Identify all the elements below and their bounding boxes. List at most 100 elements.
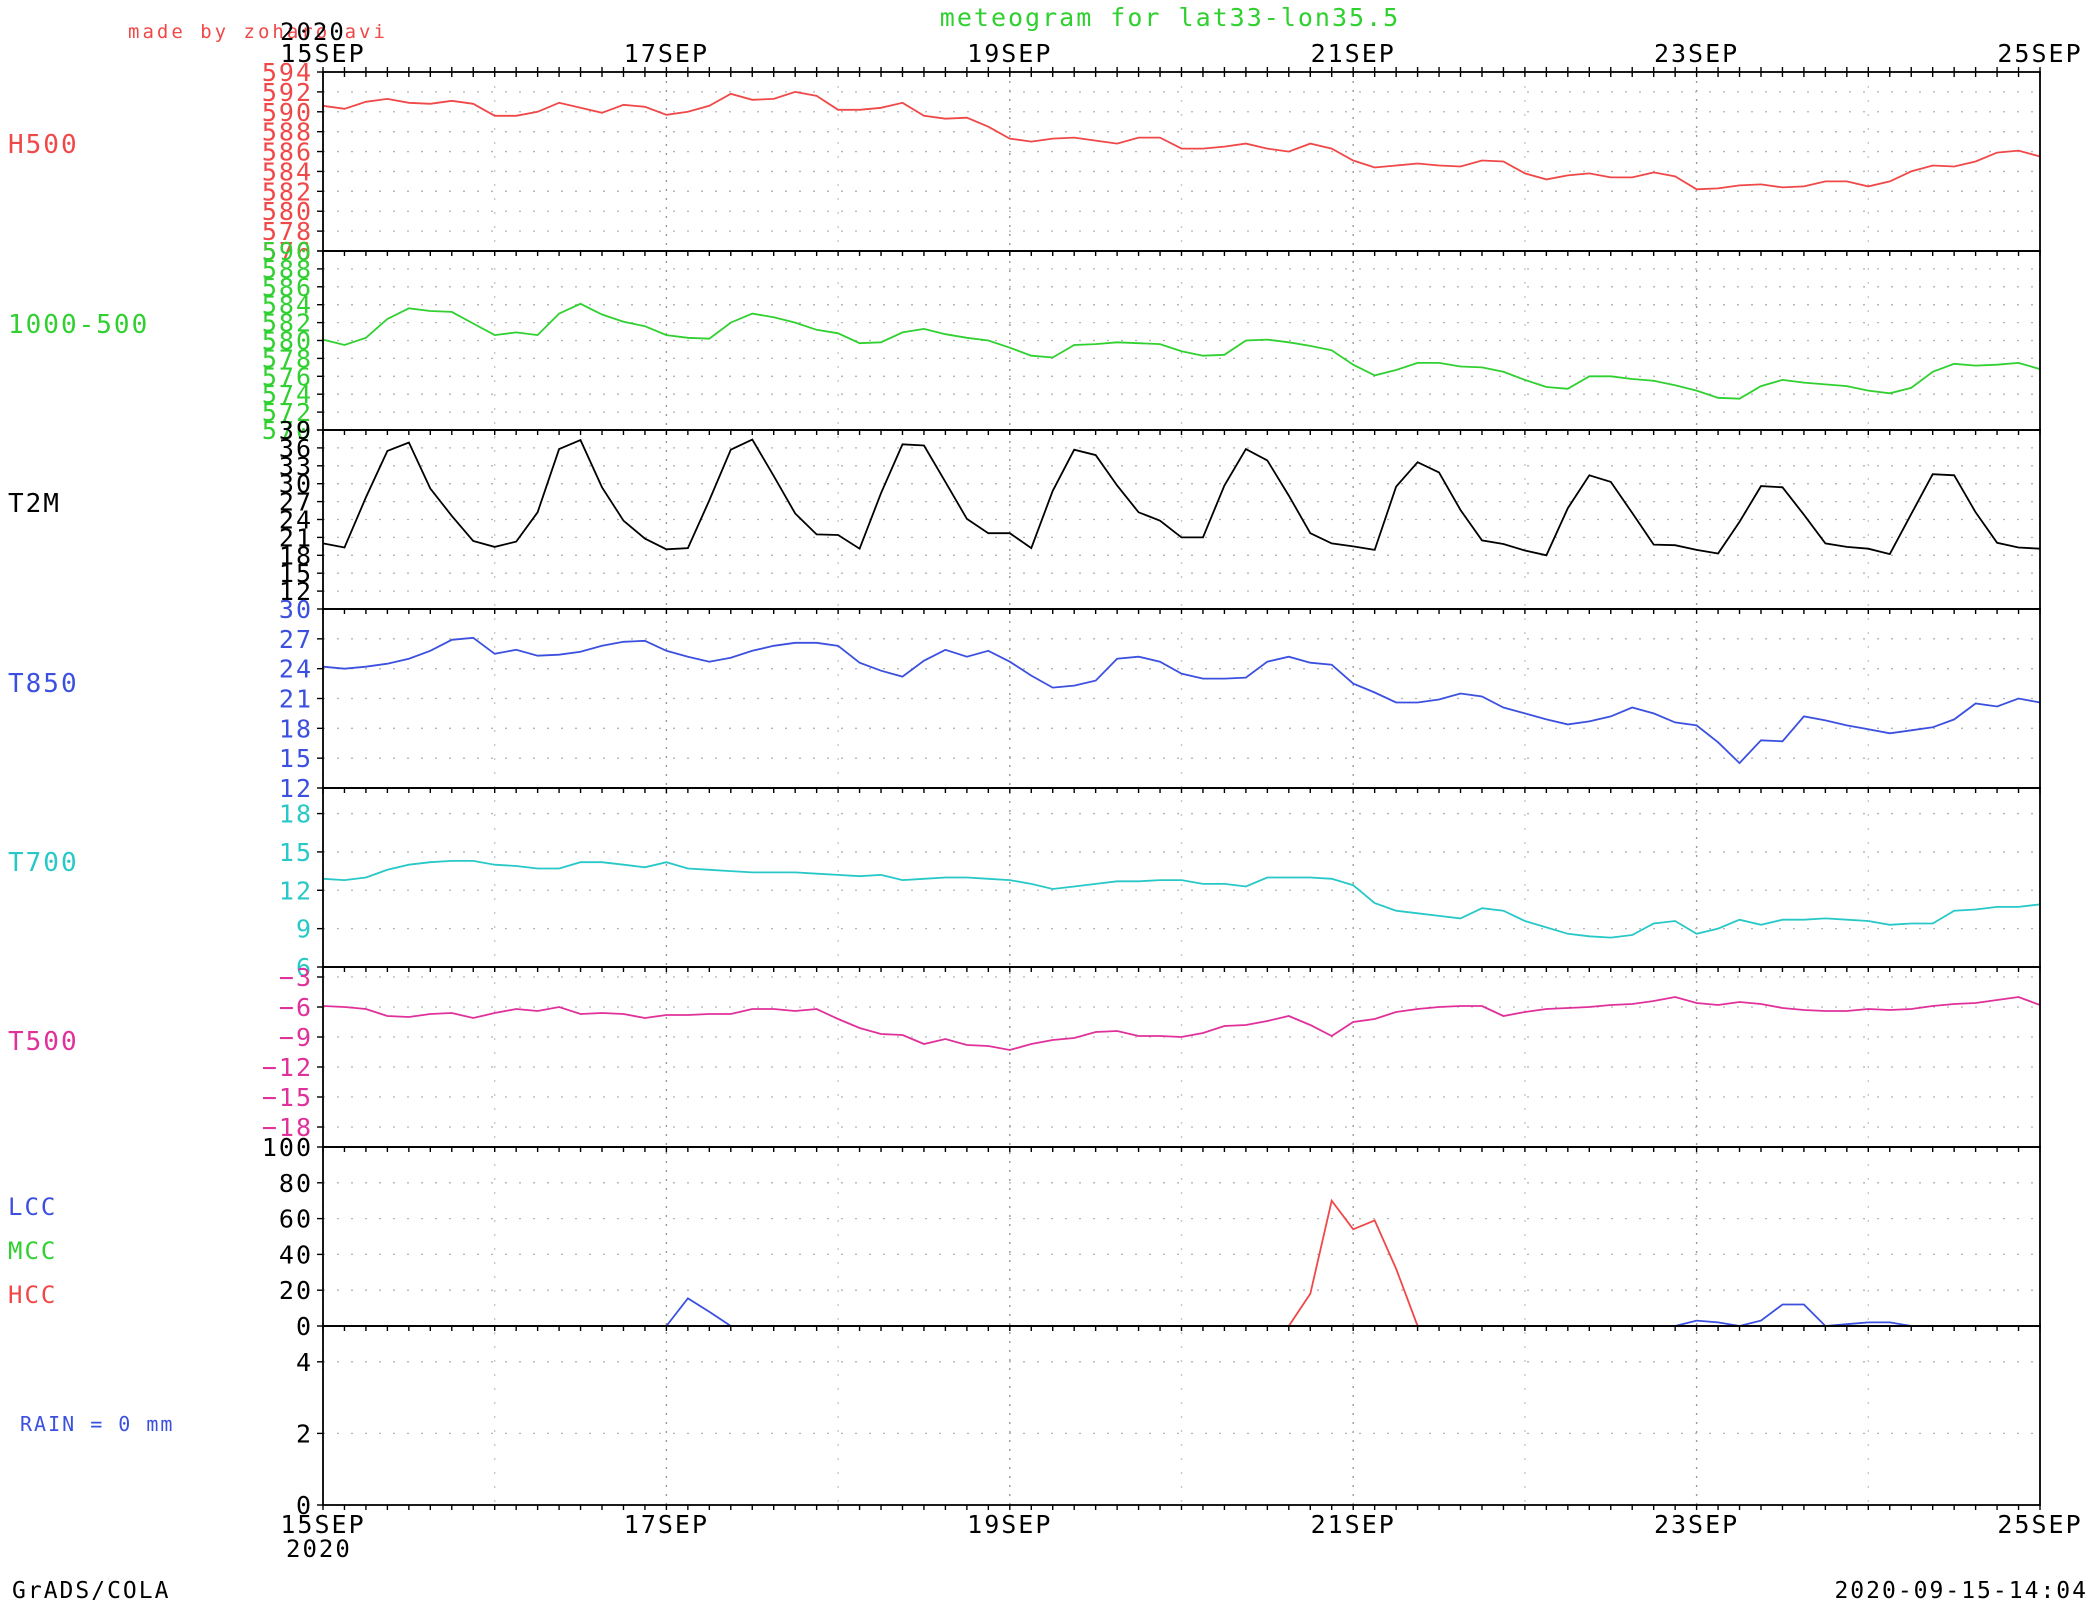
cloud-legend-label: MCC xyxy=(8,1237,57,1265)
top-date-label: 23SEP xyxy=(1654,39,1739,68)
y-tick-label: 594 xyxy=(262,58,313,87)
y-tick-label: 586 xyxy=(262,138,313,167)
y-tick-label: 588 xyxy=(262,118,313,147)
y-tick-label: 576 xyxy=(262,362,313,391)
y-tick-label: 580 xyxy=(262,197,313,226)
y-tick-label: 590 xyxy=(262,237,313,266)
y-tick-label: 0 xyxy=(296,1312,313,1341)
top-date-label: 15SEP xyxy=(280,39,365,68)
bottom-date-label: 15SEP xyxy=(280,1510,365,1539)
chart-title: meteogram for lat33-lon35.5 xyxy=(940,3,1400,32)
y-tick-label: 100 xyxy=(262,1133,313,1162)
series-line xyxy=(665,1297,732,1327)
y-tick-label: 578 xyxy=(262,344,313,373)
y-tick-label: 0 xyxy=(296,1491,313,1520)
y-tick-label: 574 xyxy=(262,380,313,409)
top-date-label: 17SEP xyxy=(624,39,709,68)
bottom-date-label: 19SEP xyxy=(967,1510,1052,1539)
y-tick-label: 36 xyxy=(279,434,313,463)
bottom-date-label: 25SEP xyxy=(1997,1510,2082,1539)
y-tick-label: 12 xyxy=(279,876,313,905)
y-tick-label: 580 xyxy=(262,327,313,356)
y-tick-label: 27 xyxy=(279,625,313,654)
frame-layer xyxy=(317,67,2041,1510)
footer-right-text: 2020-09-15-14:04 xyxy=(1834,1578,2088,1600)
top-date-label: 25SEP xyxy=(1997,39,2082,68)
top-date-label: 21SEP xyxy=(1311,39,1396,68)
panel-label: T850 xyxy=(8,669,79,699)
y-tick-label: 30 xyxy=(279,595,313,624)
bottom-date-label: 21SEP xyxy=(1311,1510,1396,1539)
y-tick-label: −9 xyxy=(279,1023,313,1052)
y-tick-label: 20 xyxy=(279,1276,313,1305)
series-line xyxy=(322,636,2041,765)
y-tick-label: 33 xyxy=(279,452,313,481)
y-tick-label: −18 xyxy=(262,1113,313,1142)
y-tick-label: 27 xyxy=(279,488,313,517)
y-tick-label: 21 xyxy=(279,523,313,552)
y-tick-label: 570 xyxy=(262,416,313,445)
panel-label: T700 xyxy=(8,848,79,878)
y-tick-label: 12 xyxy=(279,577,313,606)
top-year-label: 2020 xyxy=(280,18,346,46)
y-tick-label: 39 xyxy=(279,416,313,445)
bottom-date-label: 23SEP xyxy=(1654,1510,1739,1539)
y-tick-label: 24 xyxy=(279,655,313,684)
y-tick-label: 15 xyxy=(279,744,313,773)
y-tick-label: 18 xyxy=(279,541,313,570)
cloud-legend-label: LCC xyxy=(8,1193,57,1221)
y-tick-label: 584 xyxy=(262,157,313,186)
y-tick-label: 18 xyxy=(279,800,313,829)
grid-layer xyxy=(322,72,2041,1505)
y-tick-label: 590 xyxy=(262,98,313,127)
y-tick-label: 578 xyxy=(262,217,313,246)
panel-label: T500 xyxy=(8,1027,79,1057)
y-tick-label: 15 xyxy=(279,559,313,588)
top-date-label: 19SEP xyxy=(967,39,1052,68)
panel-label: 1000-500 xyxy=(8,310,149,340)
y-tick-label: 572 xyxy=(262,398,313,427)
y-tick-label: 582 xyxy=(262,177,313,206)
y-tick-label: 80 xyxy=(279,1169,313,1198)
y-tick-label: 60 xyxy=(279,1205,313,1234)
panel-label: T2M xyxy=(8,489,61,519)
y-tick-label: 21 xyxy=(279,685,313,714)
label-layer: 15SEP 15SEP 17SEP 17SEP 19SEP 19SEP 21SEP 21SEP… xyxy=(8,39,2082,1539)
rain-total-label: RAIN = 0 mm xyxy=(20,1412,174,1436)
y-tick-label: 12 xyxy=(279,774,313,803)
bottom-date-label: 17SEP xyxy=(624,1510,709,1539)
series-line xyxy=(322,90,2041,191)
series-line xyxy=(322,996,2041,1051)
series-line xyxy=(322,302,2041,400)
cloud-legend-label: HCC xyxy=(8,1281,57,1309)
series-line xyxy=(322,860,2041,939)
y-tick-label: −3 xyxy=(279,963,313,992)
y-tick-label: 15 xyxy=(279,838,313,867)
footer-left-text: GrADS/COLA xyxy=(12,1578,170,1600)
series-line xyxy=(1288,1198,1419,1327)
y-tick-label: 2 xyxy=(296,1419,313,1448)
y-tick-label: 6 xyxy=(296,953,313,982)
y-tick-label: −12 xyxy=(262,1053,313,1082)
y-tick-label: 40 xyxy=(279,1240,313,1269)
y-tick-label: 9 xyxy=(296,915,313,944)
y-tick-label: 586 xyxy=(262,273,313,302)
y-tick-label: 4 xyxy=(296,1348,313,1377)
series-layer xyxy=(322,90,2041,1327)
y-tick-label: −6 xyxy=(279,993,313,1022)
panel-frame xyxy=(322,1325,2041,1506)
y-tick-label: −15 xyxy=(262,1083,313,1112)
y-tick-label: 18 xyxy=(279,714,313,743)
y-tick-label: 592 xyxy=(262,78,313,107)
y-tick-label: 582 xyxy=(262,309,313,338)
series-line xyxy=(1674,1303,1912,1327)
y-tick-label: 576 xyxy=(262,237,313,266)
y-tick-label: 584 xyxy=(262,291,313,320)
series-line xyxy=(322,438,2041,557)
y-tick-label: 30 xyxy=(279,470,313,499)
y-tick-label: 24 xyxy=(279,506,313,535)
bottom-year-label: 2020 xyxy=(286,1535,352,1563)
panel-label: H500 xyxy=(8,130,79,160)
